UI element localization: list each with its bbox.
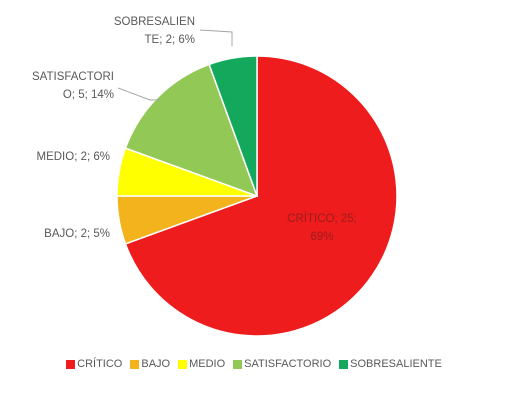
- data-label-5: SOBRESALIEN TE; 2; 6%: [114, 16, 195, 46]
- data-label-1: CRÍTICO; 25; 69%: [287, 212, 357, 243]
- data-label-line: CRÍTICO; 25;: [287, 212, 357, 225]
- chart-legend: CRÍTICO BAJO MEDIO SATISFACTORIO SOBRESALIEN…: [0, 358, 508, 370]
- legend-swatch: [233, 359, 243, 369]
- leader-lines: [117, 29, 233, 101]
- legend-item: MEDIO: [178, 358, 225, 370]
- data-label-line: SATISFACTORI: [32, 71, 114, 83]
- data-label-2: BAJO; 2; 5%: [44, 228, 110, 240]
- legend-item: SOBRESALIENTE: [339, 358, 442, 370]
- data-label-line: TE; 2; 6%: [145, 34, 196, 46]
- pie-slice-satisfactorio: [124, 63, 259, 198]
- legend-swatch: [339, 359, 349, 369]
- leader-line: [199, 29, 233, 46]
- legend-label: SOBRESALIENTE: [350, 358, 442, 370]
- legend-item: BAJO: [130, 358, 170, 370]
- legend-label: BAJO: [141, 358, 171, 370]
- data-label-line: MEDIO; 2; 6%: [37, 151, 111, 163]
- pie-chart: CRÍTICO; 25; 69% BAJO; 2; 5% MEDIO; 2; 6% SA…: [32, 16, 398, 337]
- data-labels: CRÍTICO; 25; 69% BAJO; 2; 5% MEDIO; 2; 6% SA…: [32, 16, 357, 243]
- legend-item: SATISFACTORIO: [233, 358, 331, 370]
- data-label-line: SOBRESALIEN: [114, 16, 195, 28]
- leader-line: [117, 87, 161, 101]
- data-label-line: O; 5; 14%: [63, 89, 114, 101]
- legend-label: MEDIO: [189, 358, 226, 370]
- legend-item: CRÍTICO: [66, 358, 122, 370]
- data-label-line: 69%: [310, 231, 333, 243]
- legend-swatch: [66, 359, 76, 369]
- pie-slices: [116, 55, 398, 337]
- pie-slice-critico: [124, 55, 398, 337]
- pie-slice-sobresaliente: [208, 55, 258, 197]
- legend-swatch: [130, 359, 140, 369]
- data-label-line: BAJO; 2; 5%: [44, 228, 110, 240]
- legend-label: SATISFACTORIO: [244, 358, 332, 370]
- legend-swatch: [178, 359, 188, 369]
- data-label-3: MEDIO; 2; 6%: [37, 151, 111, 163]
- legend-label: CRÍTICO: [77, 358, 123, 370]
- data-label-4: SATISFACTORI O; 5; 14%: [32, 71, 114, 101]
